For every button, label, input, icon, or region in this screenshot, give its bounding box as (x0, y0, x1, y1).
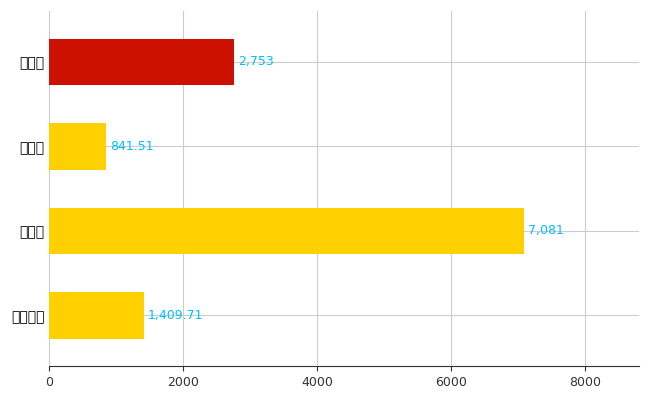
Bar (49, 208, 524, 254)
Text: 7,081: 7,081 (528, 224, 564, 238)
Bar (49, 38, 234, 85)
Text: 2,753: 2,753 (238, 55, 274, 68)
Bar (49, 292, 144, 339)
Bar (49, 123, 106, 170)
Text: 1,409.71: 1,409.71 (148, 309, 203, 322)
Text: 841.51: 841.51 (110, 140, 153, 153)
